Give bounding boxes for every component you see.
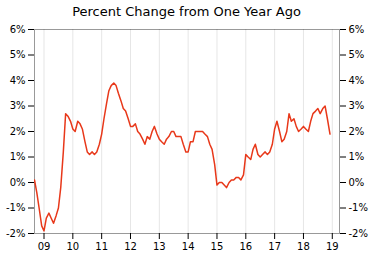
svg-text:2%: 2% <box>10 126 26 137</box>
svg-text:-2%: -2% <box>6 228 25 239</box>
svg-text:3%: 3% <box>349 100 365 111</box>
svg-text:5%: 5% <box>349 49 365 60</box>
svg-text:12: 12 <box>124 241 137 252</box>
svg-text:-1%: -1% <box>6 202 25 213</box>
svg-text:13: 13 <box>153 241 166 252</box>
svg-text:15: 15 <box>211 241 224 252</box>
svg-text:16: 16 <box>239 241 252 252</box>
svg-text:6%: 6% <box>349 24 365 35</box>
svg-text:6%: 6% <box>10 24 26 35</box>
svg-text:17: 17 <box>268 241 281 252</box>
svg-text:4%: 4% <box>349 75 365 86</box>
svg-text:2%: 2% <box>349 126 365 137</box>
svg-text:14: 14 <box>182 241 195 252</box>
svg-text:0%: 0% <box>349 177 365 188</box>
svg-text:-2%: -2% <box>349 228 368 239</box>
svg-text:-1%: -1% <box>349 202 368 213</box>
svg-text:1%: 1% <box>349 151 365 162</box>
svg-text:1%: 1% <box>10 151 26 162</box>
svg-text:11: 11 <box>95 241 108 252</box>
svg-text:10: 10 <box>66 241 79 252</box>
svg-text:4%: 4% <box>10 75 26 86</box>
html-text:Percent Change from One Year A: Percent Change from One Year Ago <box>72 4 301 19</box>
svg-text:18: 18 <box>297 241 310 252</box>
svg-text:3%: 3% <box>10 100 26 111</box>
svg-text:19: 19 <box>326 241 339 252</box>
svg-text:5%: 5% <box>10 49 26 60</box>
svg-text:0%: 0% <box>10 177 26 188</box>
svg-text:09: 09 <box>38 241 51 252</box>
